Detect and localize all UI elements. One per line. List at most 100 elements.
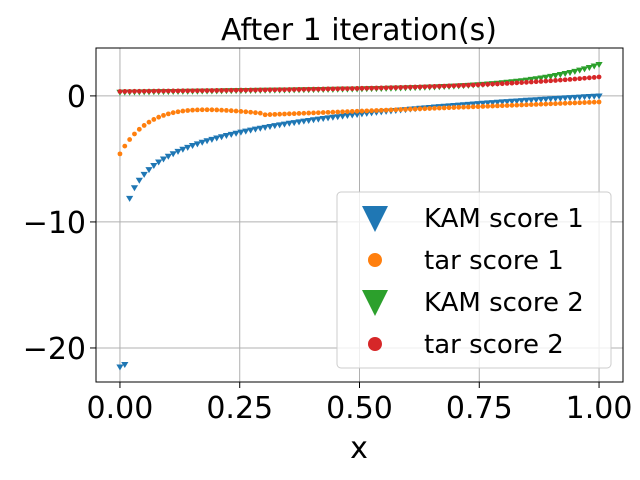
data-point (595, 93, 603, 100)
x-tick-label: 0.50 (326, 391, 393, 426)
data-point (282, 87, 287, 93)
data-point (224, 87, 229, 93)
data-point (359, 85, 365, 91)
data-point (557, 101, 563, 106)
x-tick-label: 0.00 (87, 391, 154, 426)
data-point (345, 86, 350, 92)
data-point (427, 84, 433, 89)
data-point (461, 82, 466, 88)
data-point (354, 108, 360, 114)
data-point (233, 87, 239, 93)
data-point (504, 103, 510, 108)
data-point (407, 84, 413, 90)
data-point (267, 87, 273, 93)
data-point (117, 151, 123, 157)
data-point (349, 109, 355, 114)
data-point (222, 132, 231, 139)
data-point (170, 88, 176, 94)
data-point (161, 112, 166, 118)
data-point (364, 108, 370, 114)
data-point (213, 135, 221, 142)
data-point (127, 88, 133, 94)
data-point (532, 76, 540, 83)
data-point (335, 86, 341, 92)
data-point (504, 80, 510, 86)
data-point (499, 103, 505, 109)
legend-label: KAM score 2 (424, 288, 584, 318)
data-point (253, 110, 258, 116)
data-point (358, 111, 366, 118)
data-point (417, 106, 423, 112)
data-point (301, 86, 307, 92)
data-point (553, 78, 558, 83)
data-point (551, 72, 560, 79)
data-point (532, 97, 540, 104)
data-point (217, 134, 226, 141)
legend: KAM score 1 tar score 1 KAM score 2 tar sco… (336, 191, 612, 369)
data-point (542, 74, 550, 81)
legend-entry: KAM score 2 (362, 288, 584, 318)
data-point (451, 105, 457, 110)
data-point (369, 108, 374, 114)
data-point (485, 81, 491, 87)
data-point (509, 102, 515, 108)
data-point (359, 108, 365, 114)
x-tick-label: 0.25 (206, 391, 273, 426)
data-point (132, 131, 137, 137)
data-point (145, 167, 153, 174)
data-point (165, 88, 171, 94)
data-point (242, 128, 250, 135)
data-point (184, 144, 192, 151)
data-point (580, 94, 589, 101)
data-point (590, 93, 598, 100)
data-point (508, 98, 516, 105)
data-point (224, 107, 229, 113)
legend-marker (368, 253, 382, 267)
data-point (398, 107, 404, 112)
data-point (567, 100, 573, 106)
data-point (551, 95, 560, 102)
data-point (345, 109, 350, 115)
data-point (585, 64, 593, 71)
data-point (136, 126, 142, 132)
data-point (432, 84, 437, 89)
data-point (576, 94, 584, 101)
data-point (199, 88, 205, 94)
data-point (479, 100, 487, 107)
data-point (522, 97, 531, 104)
data-point (204, 88, 210, 93)
data-point (348, 112, 356, 119)
data-point (262, 87, 268, 93)
legend-label: KAM score 1 (424, 204, 584, 234)
data-point (141, 88, 147, 94)
data-point (214, 88, 220, 93)
data-point (116, 364, 124, 371)
data-point (117, 89, 123, 94)
data-point (591, 75, 597, 80)
data-point (261, 124, 269, 131)
data-point (276, 122, 284, 129)
data-point (122, 89, 128, 94)
data-point (456, 104, 462, 110)
series-kam-score-1 (116, 93, 603, 371)
data-point (596, 99, 602, 105)
data-point (175, 109, 181, 115)
data-point (509, 80, 515, 86)
data-point (461, 104, 466, 110)
data-point (465, 82, 471, 88)
data-point (214, 107, 220, 113)
data-point (383, 85, 389, 91)
data-point (199, 107, 205, 113)
data-point (190, 107, 195, 113)
data-point (156, 114, 162, 120)
data-point (513, 98, 521, 105)
data-point (209, 107, 215, 113)
data-point (156, 88, 162, 94)
data-point (480, 82, 486, 87)
data-point (232, 130, 240, 137)
data-point (595, 61, 603, 68)
data-point (393, 85, 399, 90)
data-point (277, 111, 283, 117)
data-point (209, 88, 215, 93)
data-point (204, 107, 210, 113)
